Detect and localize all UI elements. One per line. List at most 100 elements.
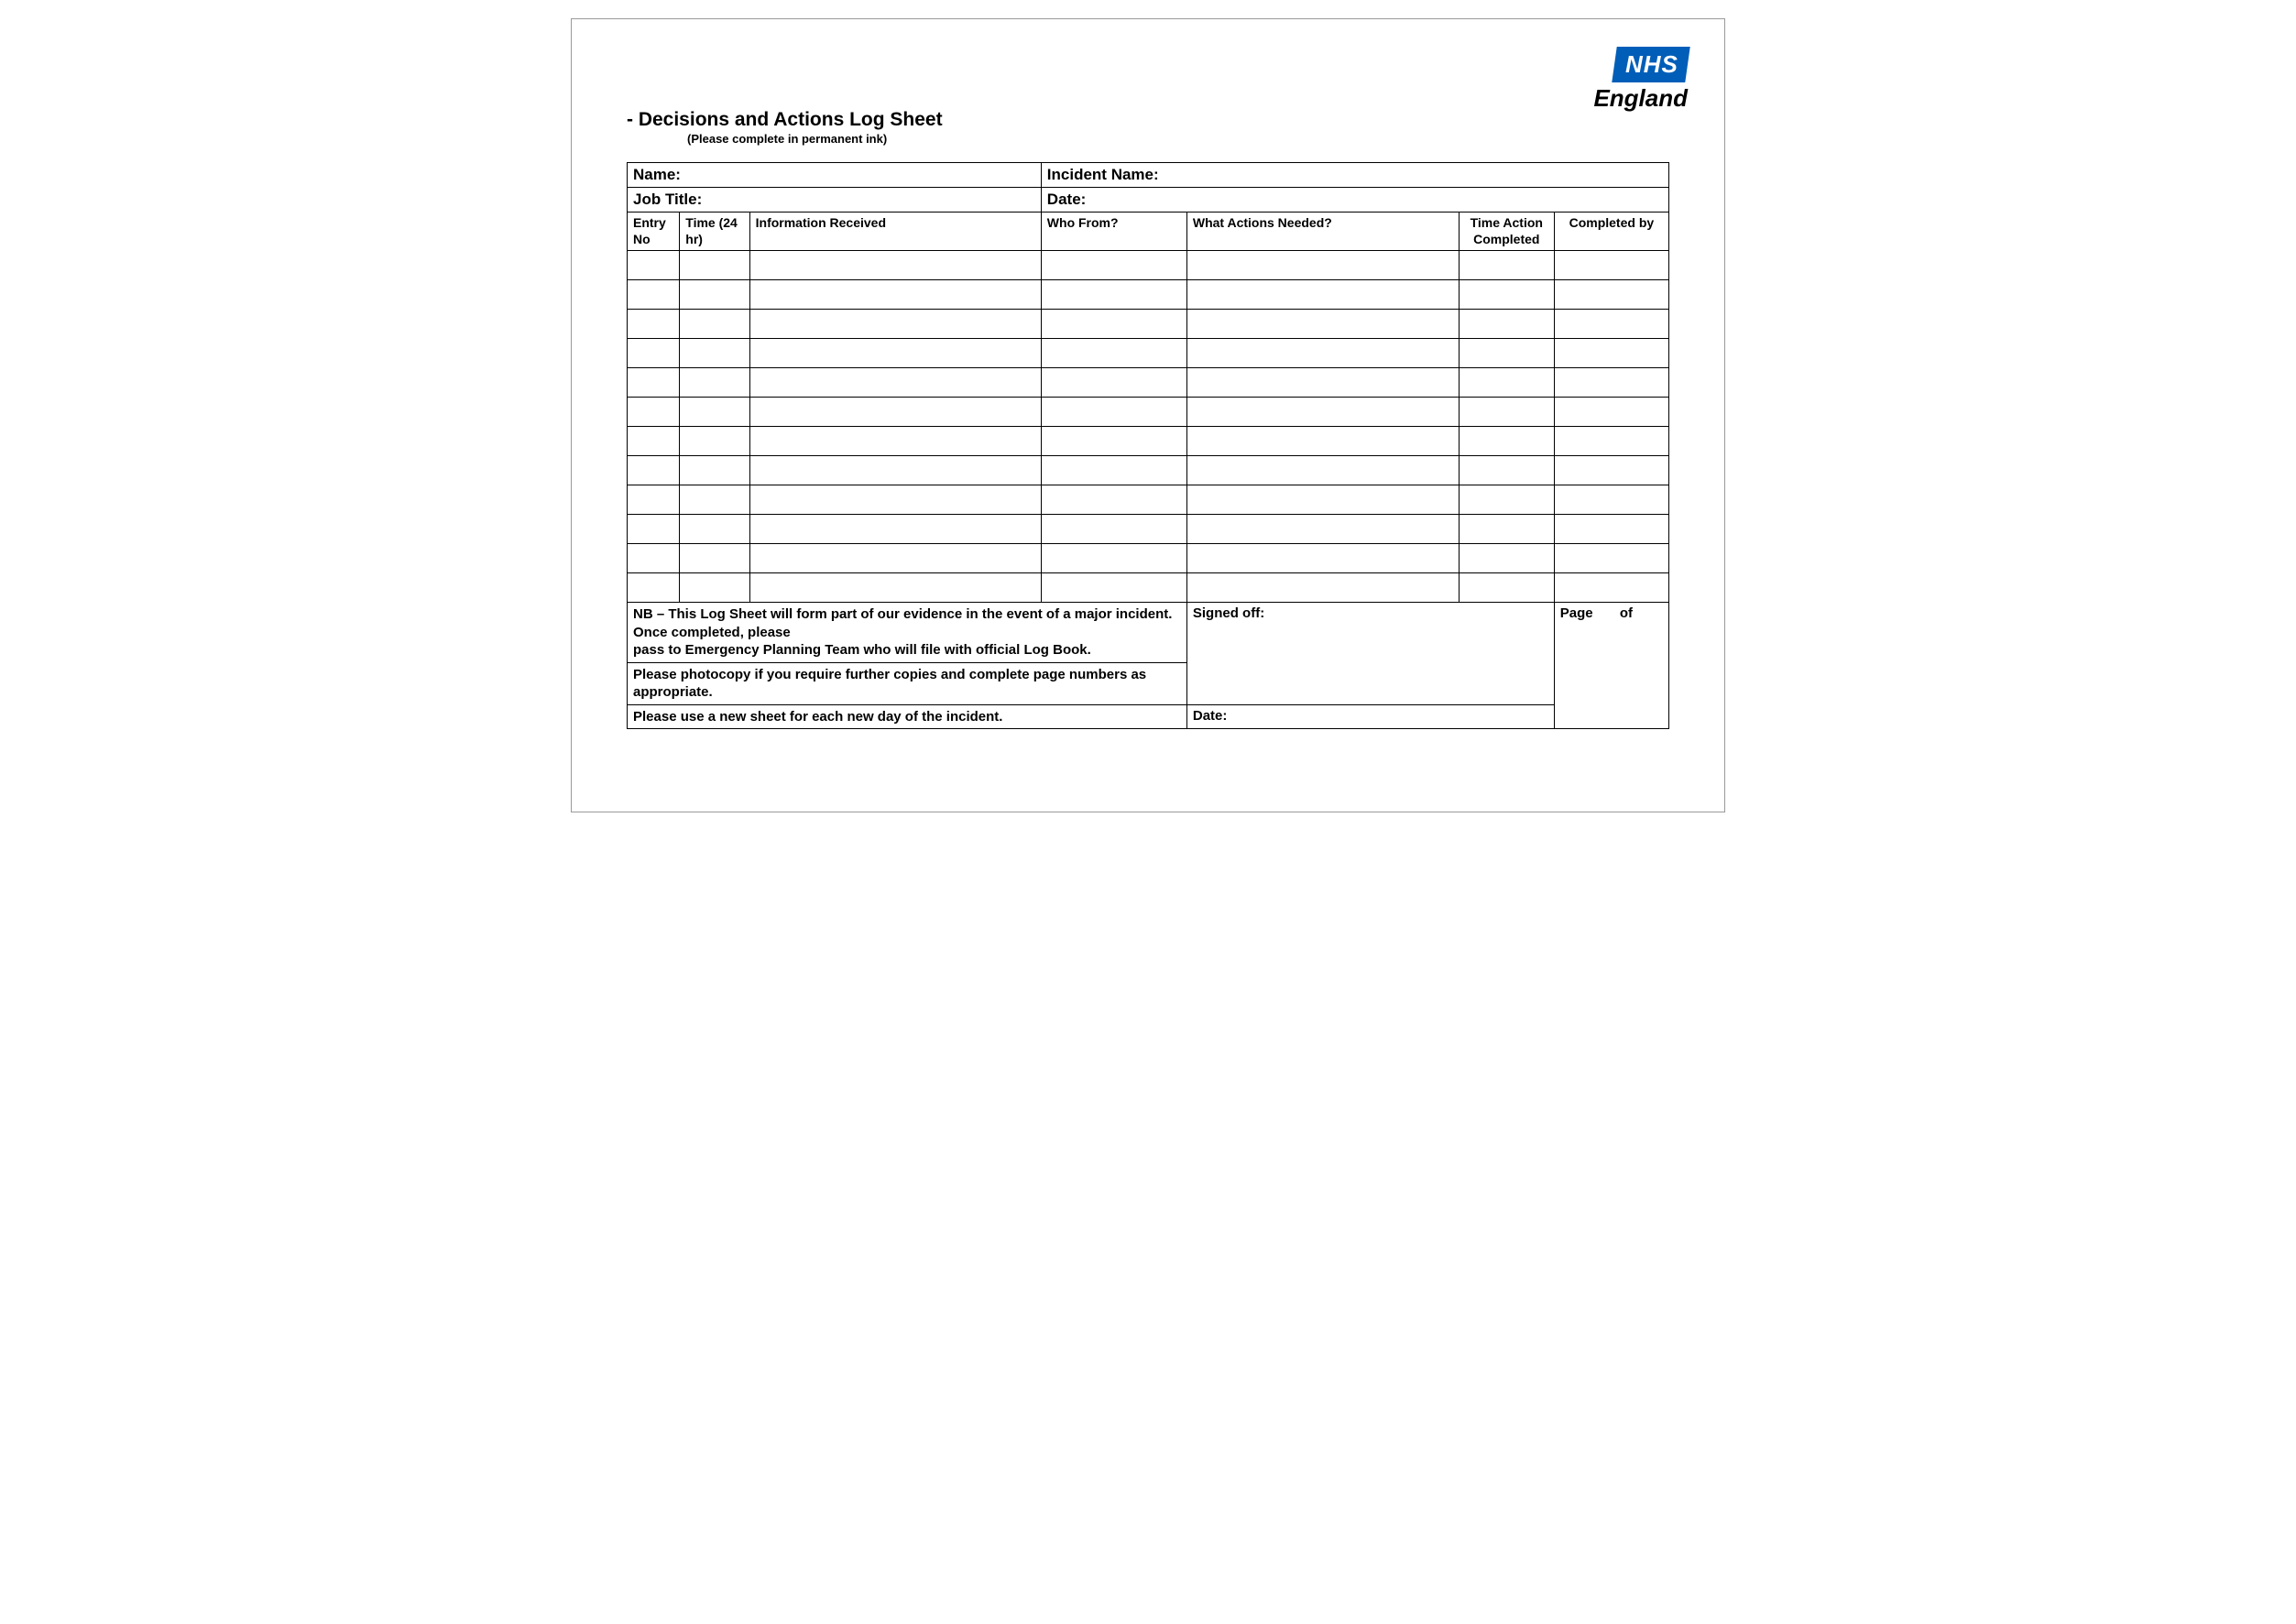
table-cell	[1554, 456, 1668, 485]
date-label: Date:	[1041, 188, 1668, 213]
table-cell	[1459, 280, 1554, 310]
table-row	[628, 368, 1669, 398]
table-cell	[1041, 515, 1186, 544]
table-cell	[749, 280, 1041, 310]
col-info-received: Information Received	[749, 213, 1041, 251]
table-cell	[628, 280, 680, 310]
table-cell	[628, 368, 680, 398]
log-table: Name: Incident Name: Job Title: Date: En…	[627, 162, 1669, 729]
table-cell	[749, 427, 1041, 456]
table-cell	[1041, 398, 1186, 427]
page-of: of	[1620, 605, 1633, 621]
table-cell	[680, 339, 749, 368]
table-row	[628, 544, 1669, 573]
table-cell	[628, 573, 680, 603]
nb-line1: NB – This Log Sheet will form part of ou…	[633, 606, 1172, 640]
table-cell	[1554, 515, 1668, 544]
table-cell	[1186, 368, 1459, 398]
table-cell	[1554, 251, 1668, 280]
page-prefix: Page	[1560, 605, 1593, 621]
table-cell	[1186, 485, 1459, 515]
table-cell	[749, 310, 1041, 339]
table-cell	[680, 368, 749, 398]
column-header-row: Entry No Time (24 hr) Information Receiv…	[628, 213, 1669, 251]
table-cell	[1554, 310, 1668, 339]
table-cell	[749, 398, 1041, 427]
table-cell	[680, 251, 749, 280]
table-row	[628, 427, 1669, 456]
table-cell	[749, 368, 1041, 398]
table-row	[628, 339, 1669, 368]
table-cell	[1554, 339, 1668, 368]
table-row	[628, 573, 1669, 603]
table-cell	[1554, 368, 1668, 398]
table-cell	[1186, 251, 1459, 280]
table-cell	[1554, 427, 1668, 456]
table-row	[628, 515, 1669, 544]
nb-note-cell: NB – This Log Sheet will form part of ou…	[628, 603, 1187, 663]
data-rows-body	[628, 251, 1669, 603]
table-cell	[680, 280, 749, 310]
nhs-logo-block: NHS	[1612, 47, 1689, 82]
table-cell	[1186, 573, 1459, 603]
nhs-england-text: England	[1593, 84, 1688, 113]
table-cell	[680, 456, 749, 485]
table-cell	[1041, 573, 1186, 603]
table-row	[628, 398, 1669, 427]
table-cell	[1186, 310, 1459, 339]
table-row	[628, 280, 1669, 310]
nhs-logo-text: NHS	[1625, 50, 1678, 79]
new-sheet-note: Please use a new sheet for each new day …	[628, 704, 1187, 729]
table-cell	[1186, 339, 1459, 368]
table-cell	[1186, 280, 1459, 310]
col-time-24hr: Time (24 hr)	[680, 213, 749, 251]
table-cell	[1554, 280, 1668, 310]
table-cell	[628, 251, 680, 280]
table-cell	[1459, 573, 1554, 603]
table-cell	[1186, 427, 1459, 456]
table-cell	[1459, 427, 1554, 456]
col-time-action-completed: Time Action Completed	[1459, 213, 1554, 251]
signed-off-cell: Signed off:	[1186, 603, 1554, 705]
table-cell	[1459, 251, 1554, 280]
table-cell	[749, 251, 1041, 280]
table-cell	[680, 398, 749, 427]
title-area: - Decisions and Actions Log Sheet (Pleas…	[627, 109, 1669, 146]
table-cell	[1041, 368, 1186, 398]
table-cell	[1554, 544, 1668, 573]
table-cell	[628, 485, 680, 515]
col-who-from: Who From?	[1041, 213, 1186, 251]
table-cell	[1186, 398, 1459, 427]
table-cell	[1554, 398, 1668, 427]
footer-row-3: Please use a new sheet for each new day …	[628, 704, 1669, 729]
table-cell	[1186, 515, 1459, 544]
table-cell	[1041, 310, 1186, 339]
table-cell	[749, 485, 1041, 515]
footer-date-cell: Date:	[1186, 704, 1554, 729]
table-row	[628, 456, 1669, 485]
table-cell	[749, 573, 1041, 603]
page-title: - Decisions and Actions Log Sheet	[627, 109, 1669, 131]
meta-row-1: Name: Incident Name:	[628, 163, 1669, 188]
table-cell	[1459, 398, 1554, 427]
table-row	[628, 485, 1669, 515]
table-cell	[749, 339, 1041, 368]
table-cell	[749, 456, 1041, 485]
table-cell	[1186, 544, 1459, 573]
table-cell	[749, 515, 1041, 544]
table-cell	[680, 427, 749, 456]
page-container: NHS England - Decisions and Actions Log …	[571, 18, 1725, 812]
table-cell	[1186, 456, 1459, 485]
table-cell	[628, 515, 680, 544]
table-cell	[628, 339, 680, 368]
col-actions-needed: What Actions Needed?	[1186, 213, 1459, 251]
photocopy-note: Please photocopy if you require further …	[628, 662, 1187, 704]
table-cell	[1459, 515, 1554, 544]
page-subtitle: (Please complete in permanent ink)	[687, 132, 1669, 146]
job-title-label: Job Title:	[628, 188, 1042, 213]
table-cell	[1041, 544, 1186, 573]
table-cell	[1041, 456, 1186, 485]
table-cell	[1459, 310, 1554, 339]
page-of-cell: Page of	[1554, 603, 1668, 729]
table-cell	[628, 456, 680, 485]
